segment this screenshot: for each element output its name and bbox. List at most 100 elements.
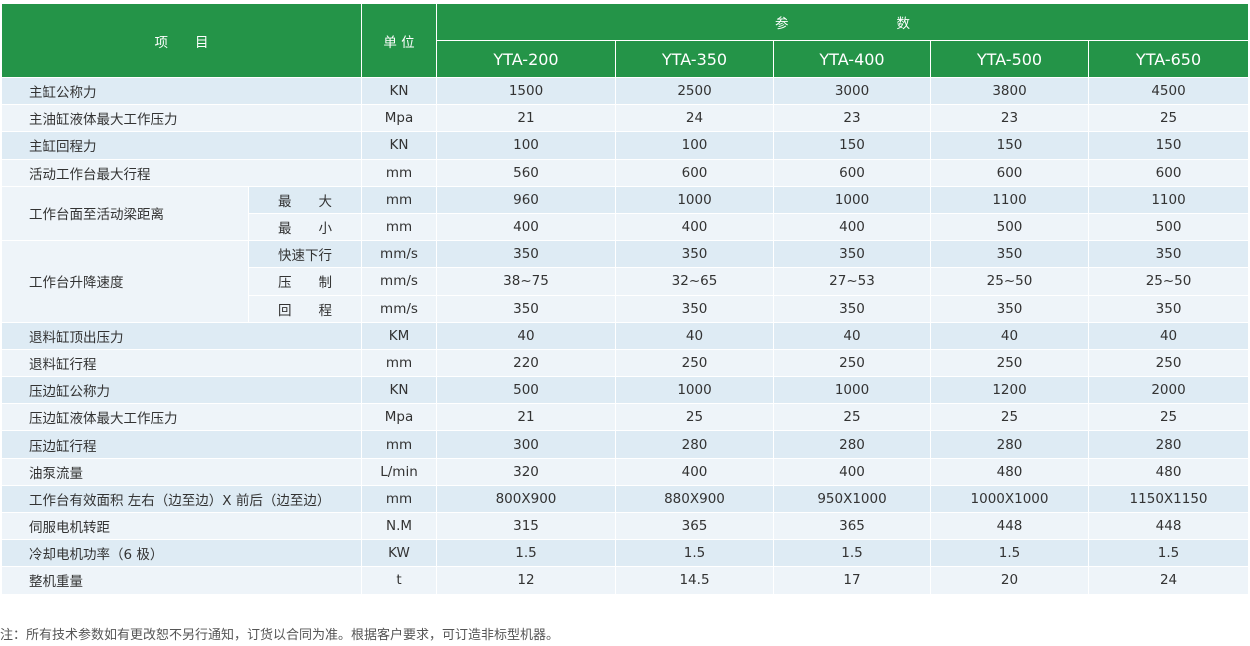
row-value: 400 xyxy=(615,457,774,486)
row-value: 400 xyxy=(436,212,616,242)
table-row: 退料缸顶出压力 KM 40 40 40 40 40 xyxy=(1,321,1250,350)
row-value: 365 xyxy=(773,511,931,541)
row-label: 活动工作台最大行程 xyxy=(1,158,362,187)
model-header-yta-350: YTA-350 xyxy=(615,40,774,78)
row-value: 600 xyxy=(773,158,931,187)
row-value: 350 xyxy=(930,294,1089,323)
row-value: 350 xyxy=(436,240,616,269)
row-value: 315 xyxy=(436,511,616,541)
row-label: 主缸公称力 xyxy=(1,76,362,106)
row-value: 950X1000 xyxy=(773,484,931,514)
table-row: 工作台升降速度 快速下行 mm/s 350 350 350 350 350 xyxy=(1,240,1250,323)
row-unit: mm/s xyxy=(361,267,437,296)
row-value: 600 xyxy=(615,158,774,187)
row-value: 448 xyxy=(1087,511,1250,541)
params-header: 参 数 xyxy=(435,3,1250,41)
row-value: 350 xyxy=(773,294,931,323)
table-row: 最 小 mm 400 400 400 500 500 xyxy=(2,212,1250,242)
row-value: 150 xyxy=(930,131,1089,160)
row-value: 21 xyxy=(436,104,616,133)
row-value: 1.5 xyxy=(1087,539,1250,568)
row-value: 220 xyxy=(436,348,616,378)
row-value: 3000 xyxy=(773,76,931,106)
row-value: 400 xyxy=(615,212,774,242)
row-value: 1100 xyxy=(930,185,1089,214)
row-unit: mm xyxy=(361,185,437,214)
row-value: 3800 xyxy=(930,76,1089,106)
row-value: 1000X1000 xyxy=(930,484,1089,514)
row-unit: mm/s xyxy=(361,240,437,269)
row-unit: mm xyxy=(361,430,437,459)
row-label: 伺服电机转距 xyxy=(1,511,362,541)
row-value: 560 xyxy=(436,158,616,187)
row-value: 25~50 xyxy=(1087,267,1250,296)
row-value: 17 xyxy=(773,566,931,595)
row-value: 350 xyxy=(1087,240,1250,269)
row-value: 32~65 xyxy=(615,267,774,296)
row-value: 24 xyxy=(615,104,774,133)
row-unit: mm/s xyxy=(361,294,437,323)
table-row: 活动工作台最大行程 mm 560 600 600 600 600 xyxy=(1,158,1250,187)
row-value: 4500 xyxy=(1087,76,1250,106)
row-value: 40 xyxy=(930,321,1089,350)
row-label: 整机重量 xyxy=(1,566,362,595)
row-value: 1100 xyxy=(1087,185,1250,214)
table-row: 油泵流量 L/min 320 400 400 480 480 xyxy=(1,457,1250,486)
table-row: 工作台面至活动梁距离 最 大 mm 960 1000 1000 1100 110… xyxy=(1,185,1250,242)
row-value: 25 xyxy=(930,403,1089,432)
table-row: 主油缸液体最大工作压力 Mpa 21 24 23 23 25 xyxy=(1,104,1250,133)
table-row: 主缸回程力 KN 100 100 150 150 150 xyxy=(1,131,1250,160)
row-value: 100 xyxy=(436,131,616,160)
row-label: 冷却电机功率（6 极） xyxy=(1,539,362,568)
row-value: 600 xyxy=(930,158,1089,187)
row-unit: Mpa xyxy=(361,403,437,432)
model-header-yta-200: YTA-200 xyxy=(436,40,616,78)
row-value: 800X900 xyxy=(436,484,616,514)
row-value: 448 xyxy=(930,511,1089,541)
row-value: 100 xyxy=(615,131,774,160)
row-label: 退料缸行程 xyxy=(1,348,362,378)
row-unit: Mpa xyxy=(361,104,437,133)
model-header-yta-500: YTA-500 xyxy=(930,40,1089,78)
row-value: 880X900 xyxy=(615,484,774,514)
row-value: 25 xyxy=(615,403,774,432)
row-label: 退料缸顶出压力 xyxy=(1,321,362,350)
row-unit: N.M xyxy=(361,511,437,541)
row-value: 25~50 xyxy=(930,267,1089,296)
row-value: 2000 xyxy=(1087,376,1250,405)
row-unit: mm xyxy=(361,484,437,514)
row-value: 960 xyxy=(436,185,616,214)
footnote: 注：所有技术参数如有更改恕不另行通知，订货以合同为准。根据客户要求，可订造非标型… xyxy=(0,628,560,643)
row-value: 280 xyxy=(1087,430,1250,459)
row-unit: KN xyxy=(361,131,437,160)
row-unit: KN xyxy=(361,376,437,405)
row-value: 500 xyxy=(930,212,1089,242)
table-row: 主缸公称力 KN 1500 2500 3000 3800 4500 xyxy=(1,76,1250,106)
row-value: 40 xyxy=(436,321,616,350)
row-unit: KW xyxy=(361,539,437,568)
row-value: 1000 xyxy=(773,185,931,214)
row-unit: mm xyxy=(361,158,437,187)
row-unit: t xyxy=(361,566,437,595)
row-value: 20 xyxy=(930,566,1089,595)
row-value: 400 xyxy=(773,212,931,242)
row-label: 工作台有效面积 左右（边至边）X 前后（边至边） xyxy=(1,484,362,514)
table-row: 整机重量 t 12 14.5 17 20 24 xyxy=(1,566,1250,595)
row-value: 500 xyxy=(1087,212,1250,242)
row-value: 280 xyxy=(773,430,931,459)
row-value: 40 xyxy=(1087,321,1250,350)
row-value: 250 xyxy=(773,348,931,378)
row-label: 油泵流量 xyxy=(1,457,362,486)
row-value: 350 xyxy=(436,294,616,323)
row-value: 1000 xyxy=(615,185,774,214)
row-value: 320 xyxy=(436,457,616,486)
row-sublabel: 压 制 xyxy=(248,267,362,296)
row-value: 24 xyxy=(1087,566,1250,595)
table-row: 伺服电机转距 N.M 315 365 365 448 448 xyxy=(1,511,1250,541)
spec-table: 项 目 单 位 参 数 YTA-200 YTA-350 YTA-400 YTA-… xyxy=(1,3,1250,595)
row-value: 250 xyxy=(615,348,774,378)
row-value: 1000 xyxy=(615,376,774,405)
table-row: 压边缸公称力 KN 500 1000 1000 1200 2000 xyxy=(1,376,1250,405)
row-value: 150 xyxy=(1087,131,1250,160)
row-value: 150 xyxy=(773,131,931,160)
